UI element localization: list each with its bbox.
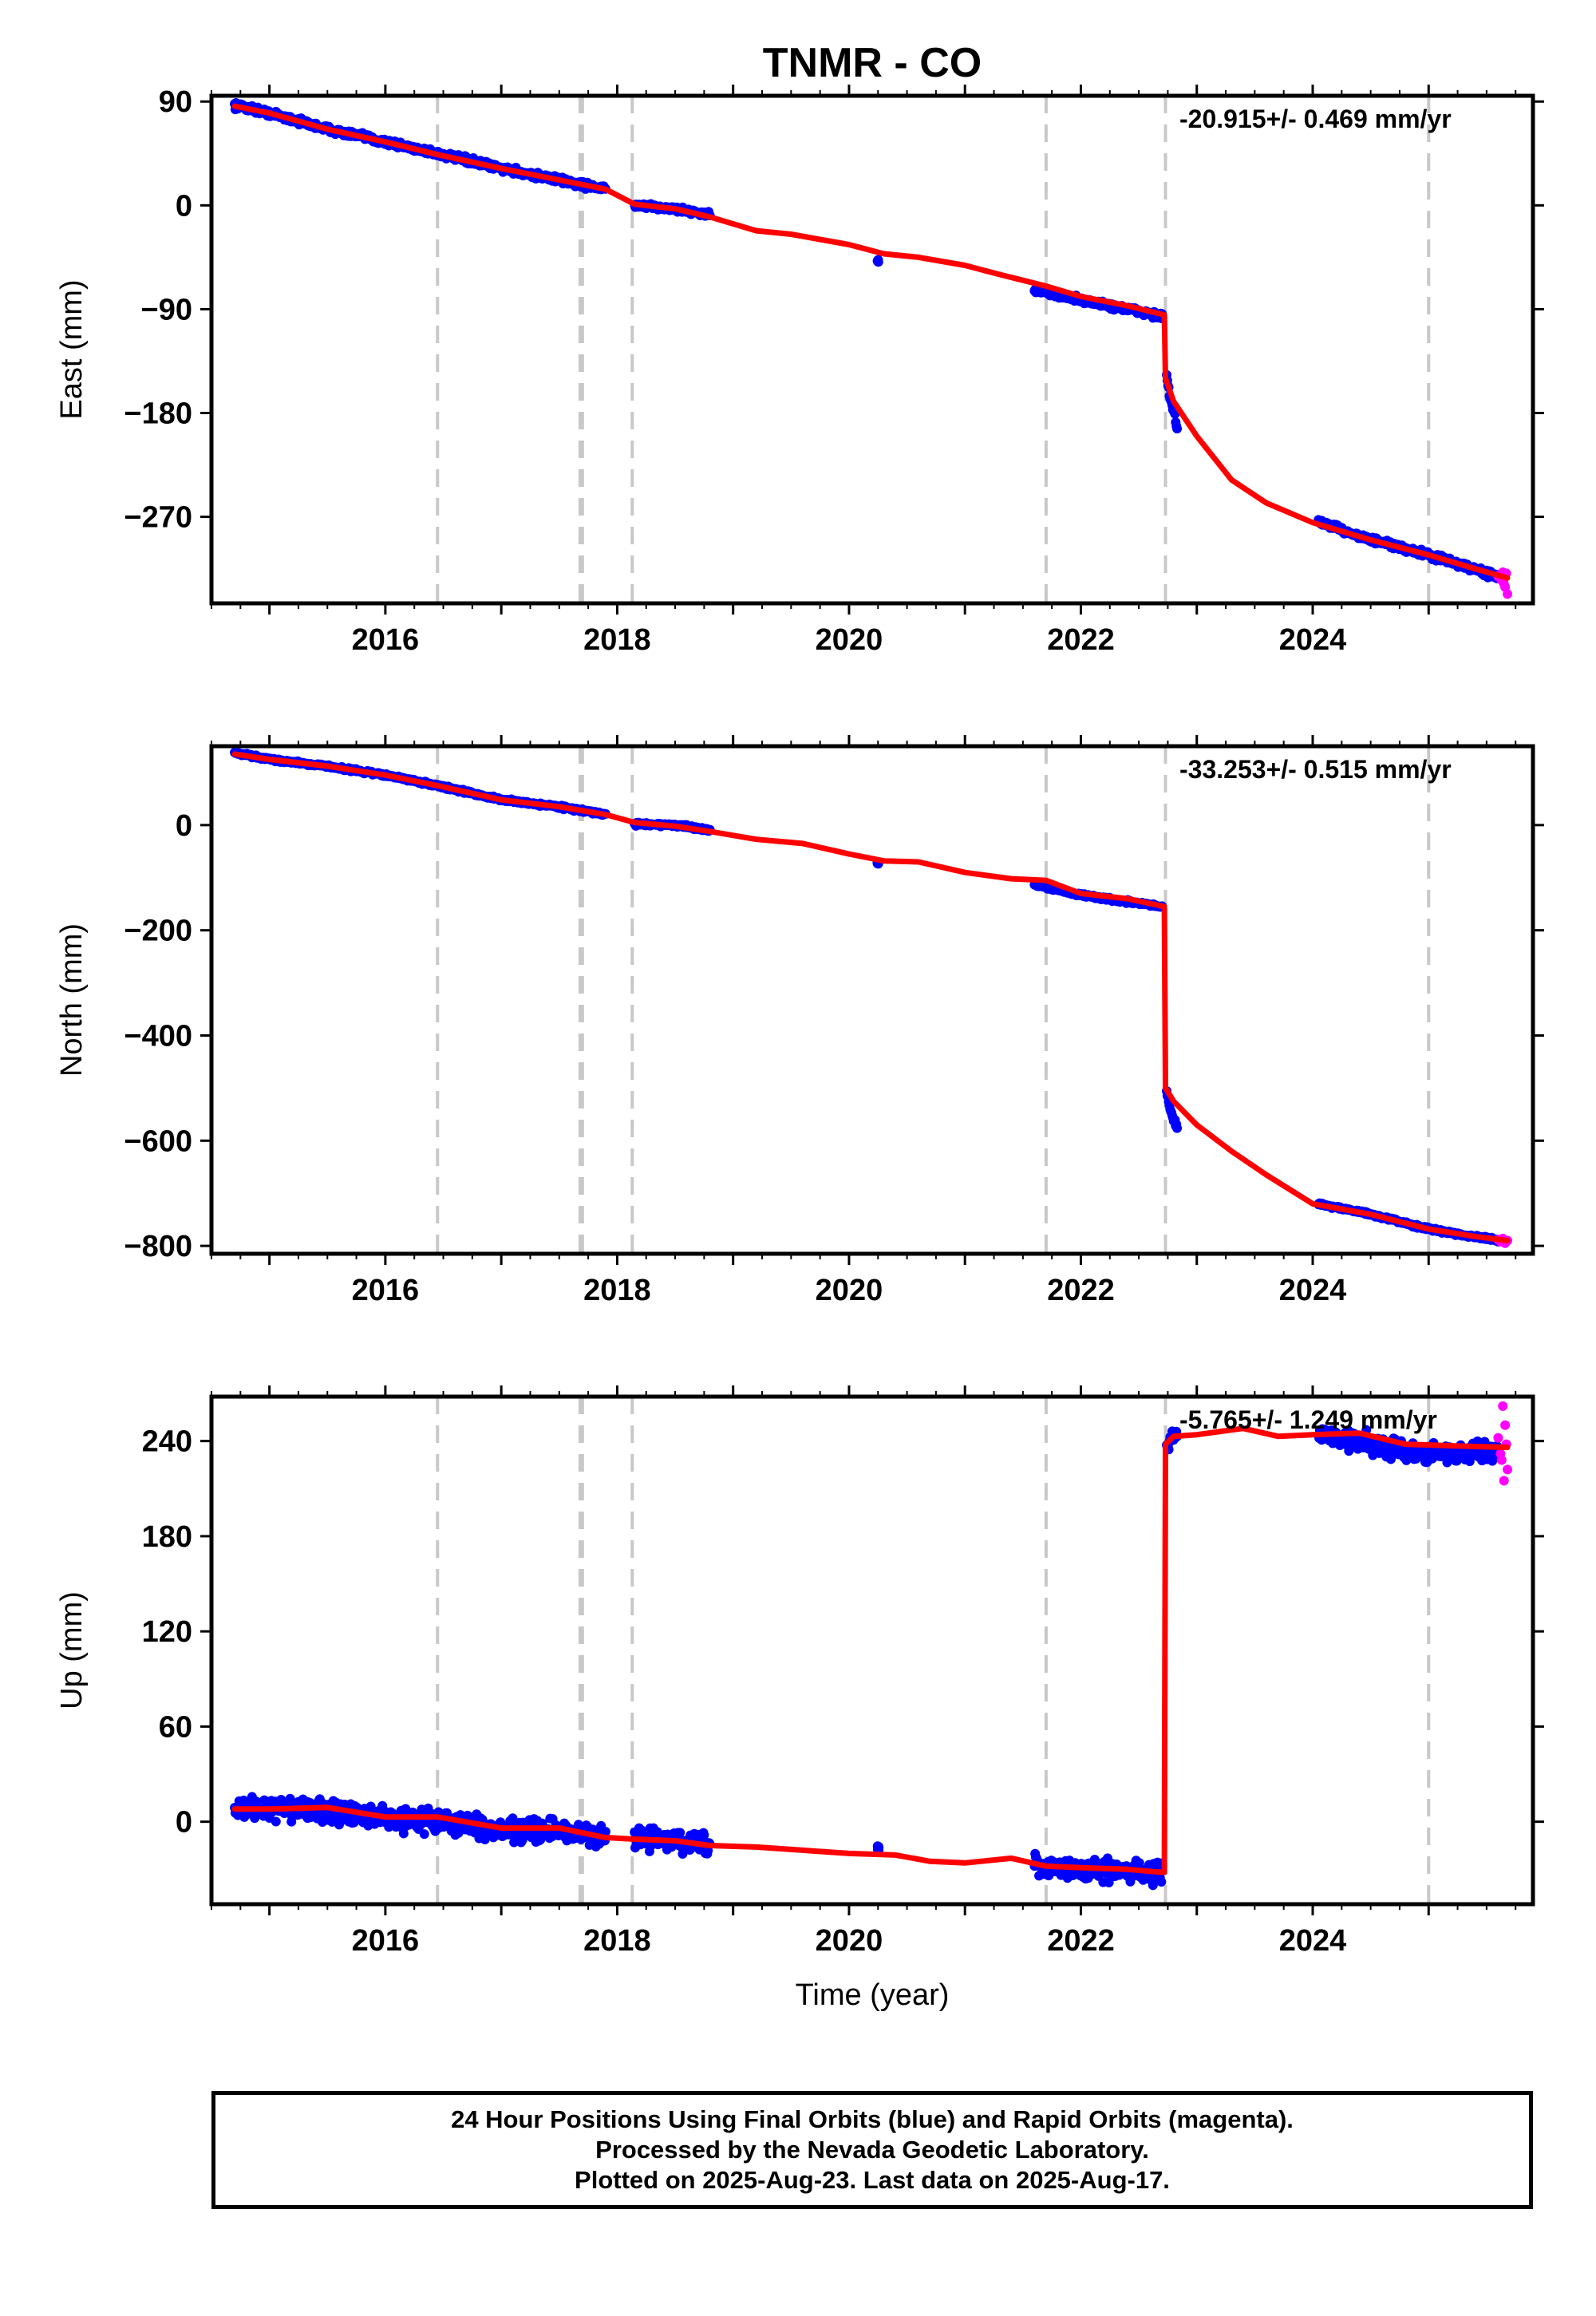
rate-label: -33.253+/- 0.515 mm/yr	[1179, 755, 1452, 784]
panel-up: 2016 2018 2020 2022 2024 240 180 120 60 0 Up (mm) -…	[55, 1385, 1544, 2012]
y-axis-title: Up (mm)	[55, 1591, 89, 1709]
rapid-orbit-point	[1500, 1420, 1511, 1430]
y-tick-label: −90	[141, 293, 192, 326]
x-tick-label: 2018	[583, 1274, 651, 1307]
y-tick-label: −600	[124, 1124, 192, 1158]
final-orbit-point	[1172, 1123, 1183, 1133]
x-tick-label: 2016	[352, 1924, 420, 1958]
chart-title: TNMR - CO	[763, 40, 982, 86]
y-tick-label: −270	[124, 501, 192, 535]
rapid-orbit-point	[1498, 1401, 1508, 1411]
x-tick-label: 2020	[816, 1924, 883, 1958]
plot-frame	[209, 93, 1535, 606]
final-orbit-point	[419, 1829, 429, 1840]
y-tick-label: 60	[159, 1710, 192, 1744]
y-tick-label: 90	[159, 85, 192, 119]
y-axis-title: North (mm)	[55, 923, 89, 1077]
footer-line-plotted: Plotted on 2025-Aug-23. Last data on 202…	[575, 2166, 1170, 2194]
rapid-orbit-point	[1493, 1433, 1503, 1443]
final-orbit-point	[1156, 1877, 1167, 1887]
x-tick-label: 2018	[583, 1924, 651, 1958]
x-tick-label: 2022	[1047, 1274, 1115, 1307]
x-tick-label: 2022	[1047, 1924, 1115, 1958]
y-tick-label: 0	[176, 809, 192, 843]
y-tick-label: −400	[124, 1019, 192, 1053]
y-tick-label: −180	[124, 397, 192, 431]
footer-line-orbits: 24 Hour Positions Using Final Orbits (bl…	[451, 2105, 1294, 2133]
x-tick-label: 2018	[583, 623, 651, 657]
x-tick-label: 2016	[352, 1274, 420, 1307]
final-orbit-point	[365, 1801, 376, 1812]
footer-line-processed: Processed by the Nevada Geodetic Laborat…	[595, 2136, 1149, 2164]
x-axis-title: Time (year)	[796, 1978, 950, 2012]
rapid-orbit-point	[1496, 1455, 1507, 1465]
y-tick-label: 120	[142, 1615, 192, 1649]
panel-north: 2016 2018 2020 2022 2024 0 −200 −400 −600 −800 Nor…	[55, 735, 1544, 1307]
rapid-orbit-point	[1503, 1464, 1513, 1475]
rapid-orbit-point	[1503, 589, 1513, 599]
final-orbit-point	[873, 256, 883, 267]
model-trend-line	[231, 751, 1511, 1243]
final-orbit-point	[271, 1816, 281, 1827]
x-tick-label: 2020	[816, 1274, 883, 1307]
y-tick-label: 0	[176, 189, 192, 223]
x-tick-label: 2024	[1279, 1924, 1347, 1958]
x-tick-label: 2024	[1279, 1274, 1347, 1307]
y-tick-label: 240	[142, 1425, 192, 1459]
x-tick-label: 2022	[1047, 623, 1115, 657]
y-tick-label: 0	[176, 1806, 192, 1840]
rate-label: -20.915+/- 0.469 mm/yr	[1179, 105, 1452, 133]
plot-frame	[209, 744, 1535, 1256]
y-tick-label: 180	[142, 1520, 192, 1554]
footer-info-box: 24 Hour Positions Using Final Orbits (bl…	[211, 2091, 1533, 2209]
y-axis-title: East (mm)	[55, 279, 89, 419]
x-tick-label: 2024	[1279, 623, 1347, 657]
y-tick-label: −200	[124, 915, 192, 948]
panel-east: 2016 2018 2020 2022 2024 90 0 −90 −180 −270 East (…	[55, 85, 1544, 657]
rate-label: -5.765+/- 1.249 mm/yr	[1179, 1405, 1437, 1434]
x-tick-label: 2020	[816, 623, 883, 657]
final-orbit-point	[1172, 424, 1183, 434]
y-tick-label: −800	[124, 1230, 192, 1263]
final-orbit-point	[874, 1842, 884, 1852]
final-orbit-point	[675, 1828, 685, 1838]
model-trend-line	[231, 103, 1511, 581]
x-tick-label: 2016	[352, 623, 420, 657]
rapid-orbit-point	[1499, 1476, 1509, 1486]
